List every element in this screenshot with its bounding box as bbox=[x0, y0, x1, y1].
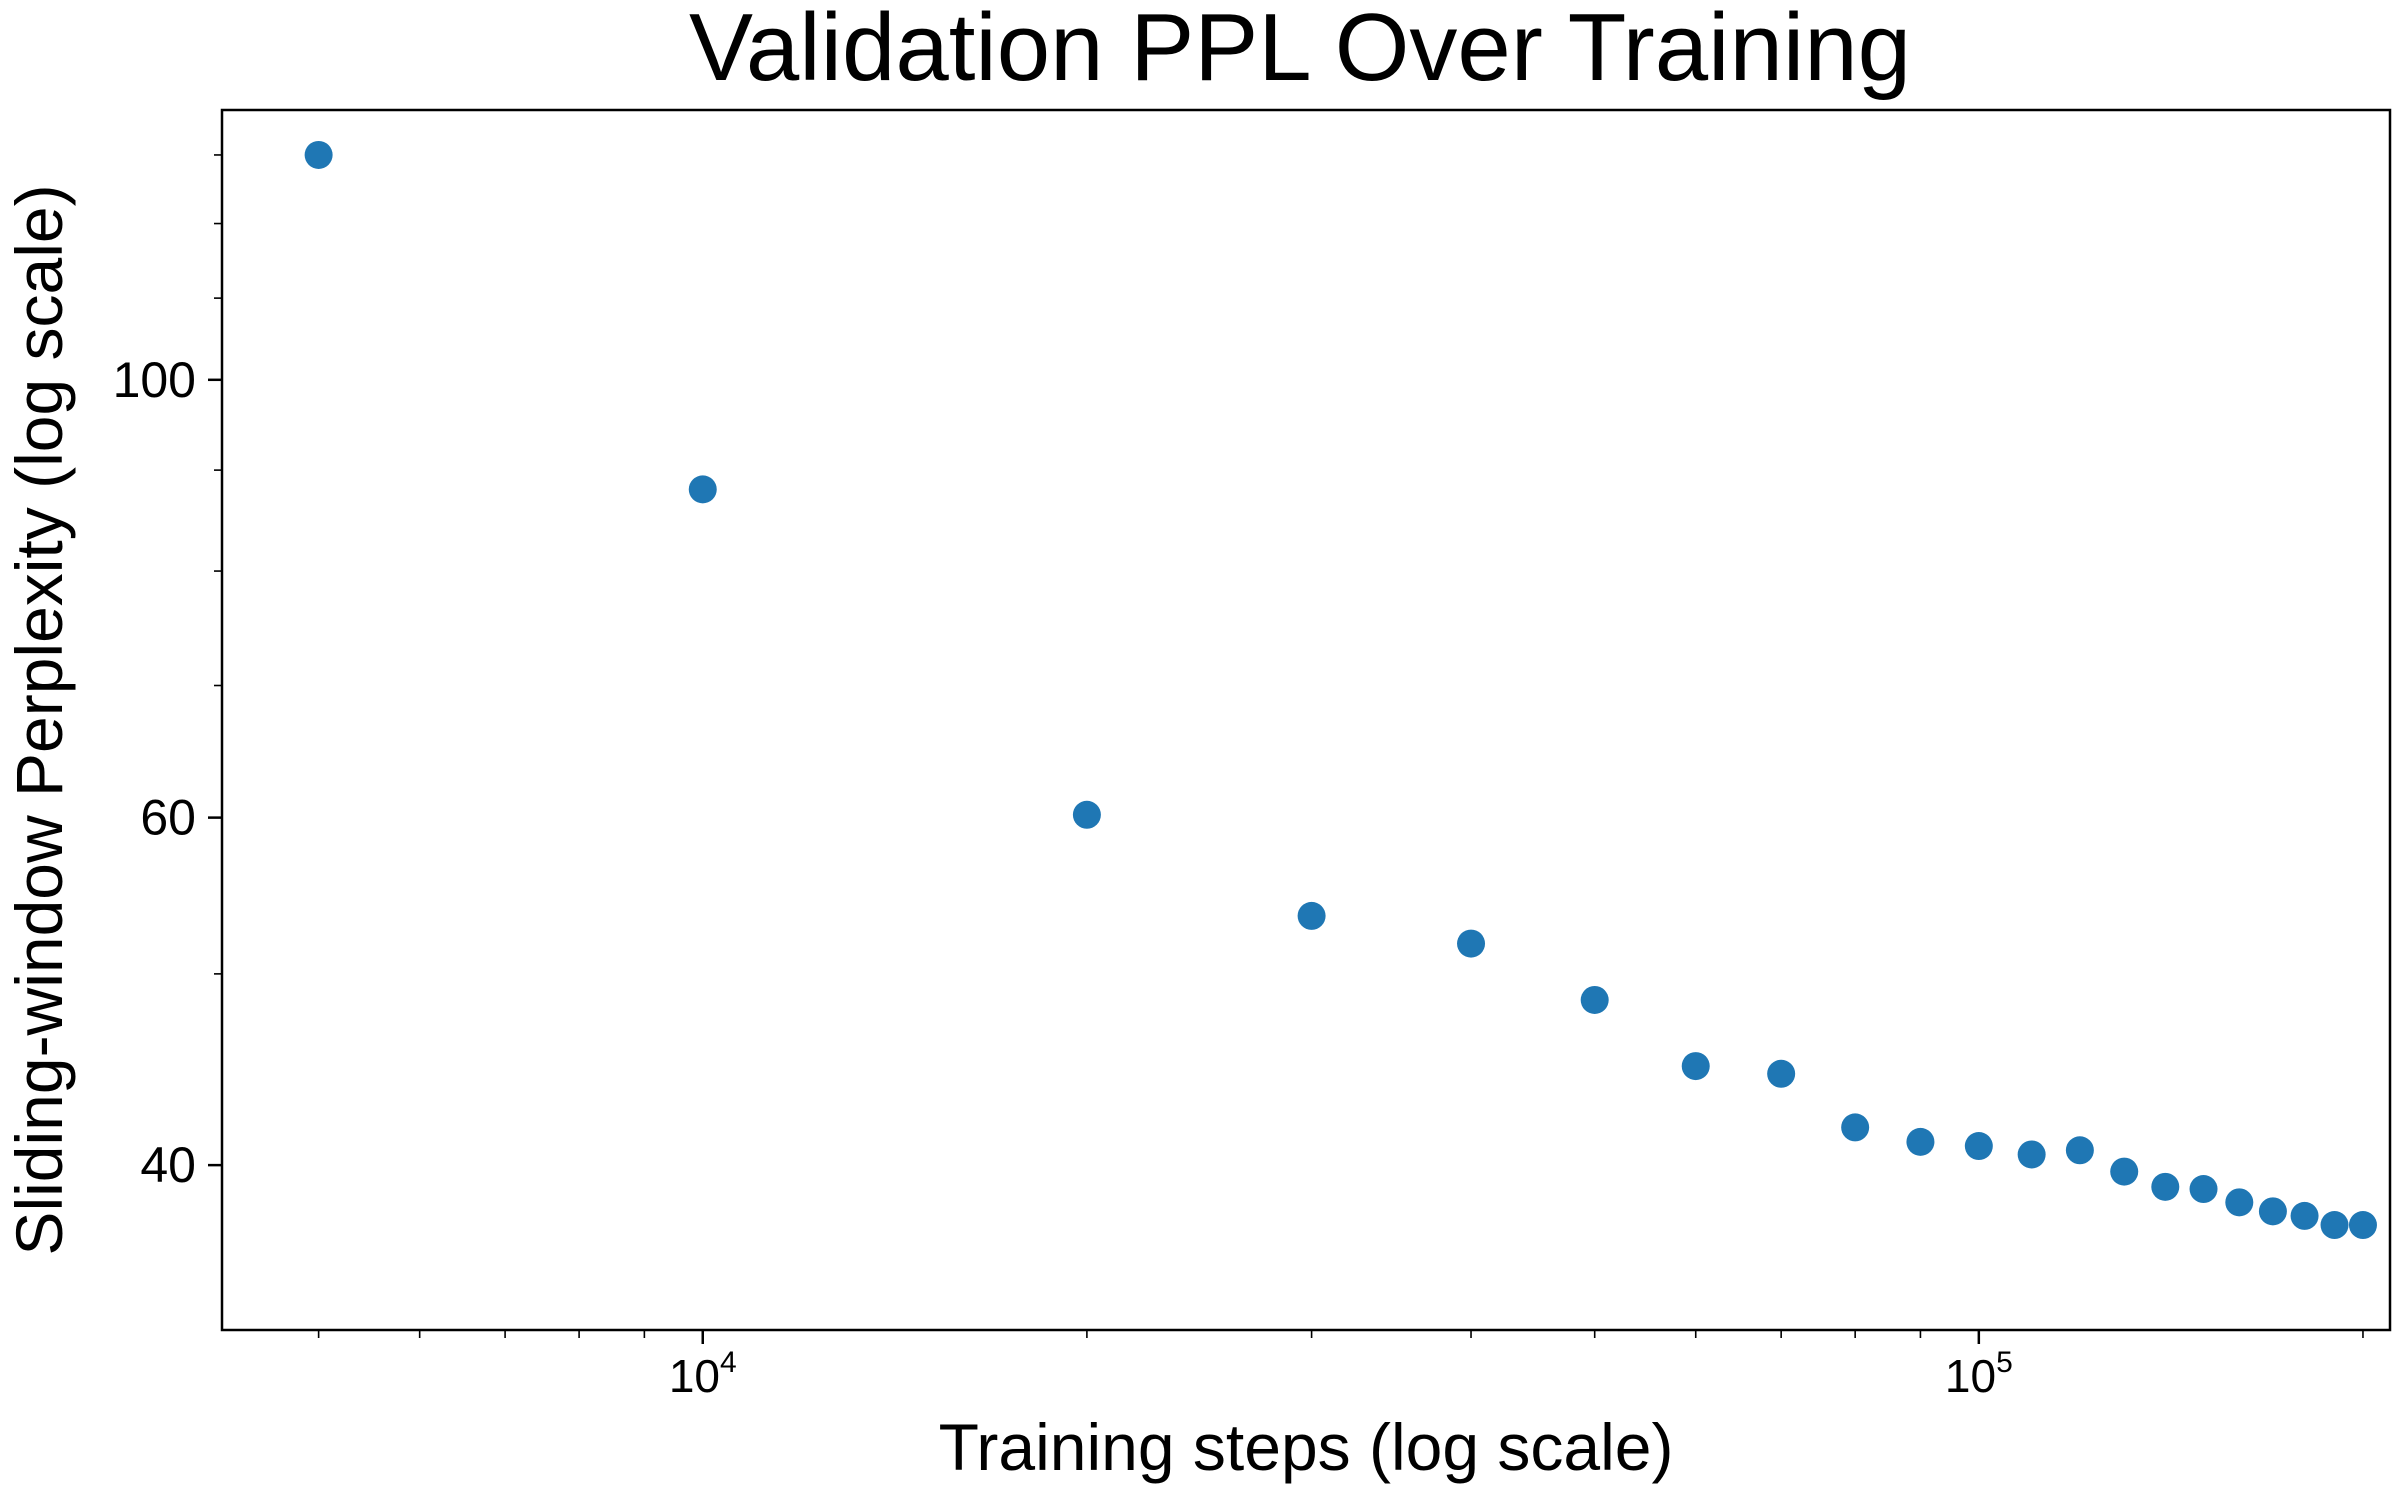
data-point bbox=[1767, 1059, 1796, 1088]
data-point bbox=[1072, 800, 1101, 829]
data-point bbox=[2189, 1175, 2218, 1204]
data-point bbox=[2151, 1172, 2180, 1201]
data-point bbox=[1964, 1132, 1993, 1161]
data-point bbox=[2348, 1211, 2377, 1240]
data-point bbox=[2258, 1197, 2287, 1226]
data-point bbox=[2110, 1157, 2139, 1186]
data-point bbox=[1841, 1113, 1870, 1142]
data-point bbox=[2017, 1140, 2046, 1169]
data-point bbox=[2320, 1211, 2349, 1240]
data-point bbox=[2290, 1201, 2319, 1230]
plot-area: 40 60 100 104 105 bbox=[113, 108, 2392, 1402]
x-axis-ticks: 104 105 bbox=[317, 1330, 2364, 1402]
x-axis-label: Training steps (log scale) bbox=[939, 1410, 1674, 1484]
x-tick-label: 104 bbox=[669, 1346, 737, 1402]
y-tick-label: 40 bbox=[140, 1137, 196, 1193]
x-tick-label: 105 bbox=[1945, 1346, 2013, 1402]
data-point bbox=[1457, 929, 1486, 958]
y-axis-ticks: 40 60 100 bbox=[113, 154, 222, 1193]
data-point bbox=[2225, 1188, 2254, 1217]
y-axis-label: Sliding-window Perplexity (log scale) bbox=[2, 184, 76, 1255]
data-point bbox=[2065, 1136, 2094, 1165]
data-point bbox=[1297, 901, 1326, 930]
data-point bbox=[688, 475, 717, 504]
y-tick-label: 100 bbox=[113, 352, 196, 408]
data-point bbox=[1906, 1127, 1935, 1156]
data-point bbox=[304, 140, 333, 169]
y-tick-label: 60 bbox=[140, 790, 196, 846]
data-points bbox=[304, 140, 2377, 1240]
plot-frame bbox=[220, 108, 2392, 1332]
data-point bbox=[1681, 1052, 1710, 1081]
data-point bbox=[1580, 985, 1609, 1014]
chart-title: Validation PPL Over Training bbox=[689, 0, 1911, 101]
